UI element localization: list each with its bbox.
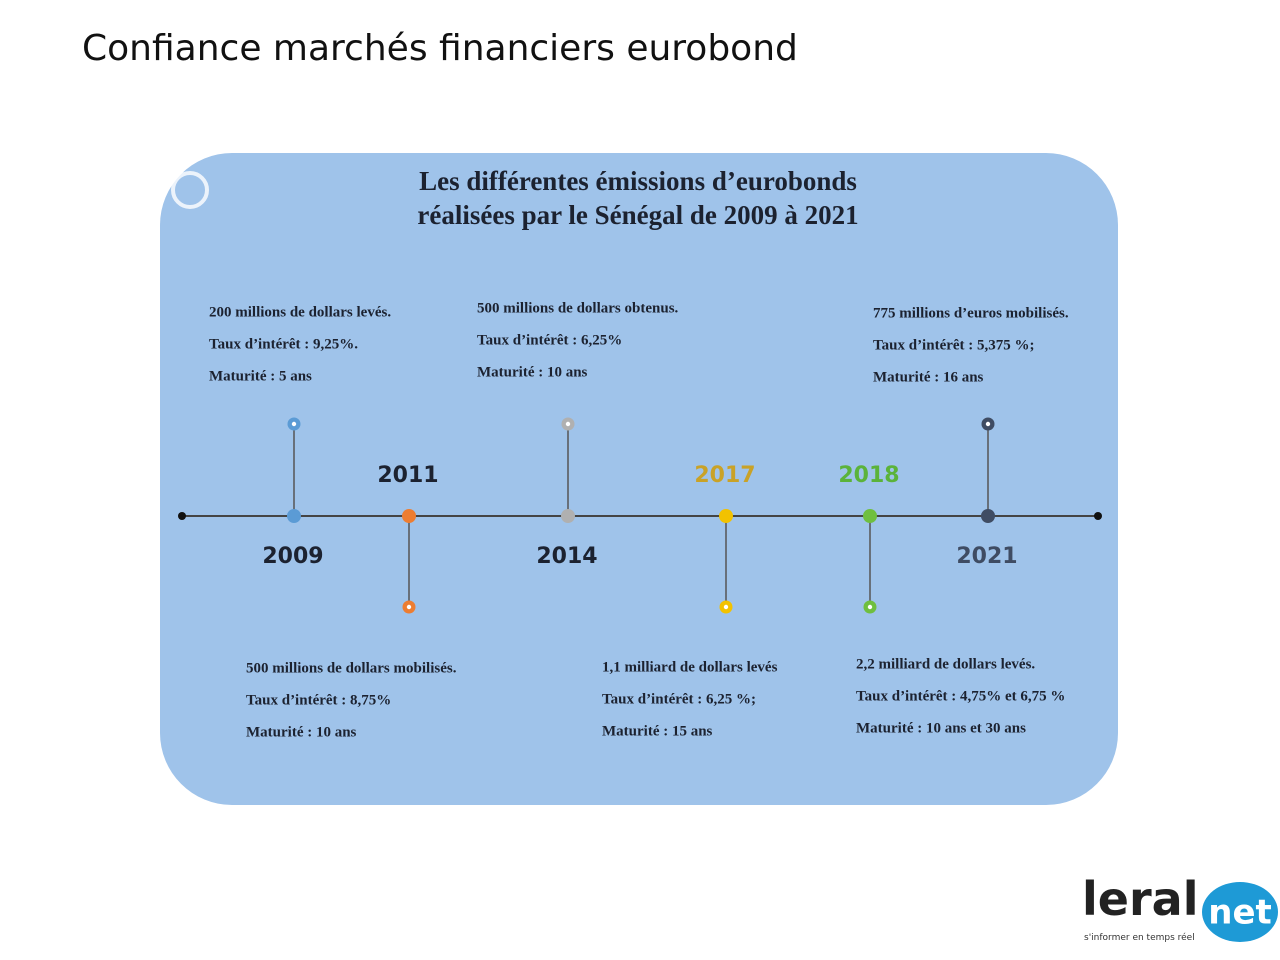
event-text: 500 millions de dollars obtenus. xyxy=(477,300,679,316)
year-label: 2021 xyxy=(956,544,1017,569)
event-text: Taux d’intérêt : 6,25 %; xyxy=(602,691,756,707)
event-text: Maturité : 15 ans xyxy=(602,723,713,739)
end-dot-inner xyxy=(565,421,571,427)
event-text: Maturité : 10 ans xyxy=(246,724,357,740)
timeline-dot xyxy=(402,509,416,523)
event-text: Maturité : 10 ans xyxy=(477,364,588,380)
end-dot-inner xyxy=(723,604,729,610)
event-text: Taux d’intérêt : 9,25%. xyxy=(209,336,358,352)
timeline-dot xyxy=(287,509,301,523)
event-text: 2,2 milliard de dollars levés. xyxy=(856,656,1035,672)
logo-name: leral xyxy=(1082,872,1198,926)
timeline-dot xyxy=(719,509,733,523)
event-text: Taux d’intérêt : 6,25% xyxy=(477,332,622,348)
end-dot-inner xyxy=(985,421,991,427)
event-text: Taux d’intérêt : 8,75% xyxy=(246,692,391,708)
axis-end xyxy=(1094,512,1102,520)
timeline-dot xyxy=(981,509,995,523)
slide-title: Confiance marchés financiers eurobond xyxy=(82,28,798,69)
year-label: 2014 xyxy=(536,544,597,569)
event-text: 200 millions de dollars levés. xyxy=(209,304,391,320)
logo-name: net xyxy=(1208,893,1272,933)
year-label: 2009 xyxy=(262,544,323,569)
event-text: Taux d’intérêt : 4,75% et 6,75 % xyxy=(856,688,1065,704)
event-text: 1,1 milliard de dollars levés xyxy=(602,659,778,675)
event-text: 775 millions d’euros mobilisés. xyxy=(873,305,1069,321)
decor-circle xyxy=(171,171,209,209)
infographic-title: réalisées par le Sénégal de 2009 à 2021 xyxy=(417,200,858,230)
end-dot-inner xyxy=(291,421,297,427)
event-text: Maturité : 5 ans xyxy=(209,368,312,384)
year-label: 2011 xyxy=(377,463,438,488)
logo-tagline: s'informer en temps réel xyxy=(1084,932,1195,943)
infographic-title: Les différentes émissions d’eurobonds xyxy=(419,166,857,196)
event-text: 500 millions de dollars mobilisés. xyxy=(246,660,457,676)
timeline-dot xyxy=(863,509,877,523)
axis-end xyxy=(178,512,186,520)
event-text: Taux d’intérêt : 5,375 %; xyxy=(873,337,1035,353)
end-dot-inner xyxy=(406,604,412,610)
logo: leral net s'informer en temps réel xyxy=(1082,872,1278,943)
event-text: Maturité : 10 ans et 30 ans xyxy=(856,720,1026,736)
end-dot-inner xyxy=(867,604,873,610)
timeline-dot xyxy=(561,509,575,523)
logo-bubble xyxy=(1202,882,1278,942)
year-label: 2018 xyxy=(838,463,899,488)
year-label: 2017 xyxy=(694,463,755,488)
event-text: Maturité : 16 ans xyxy=(873,369,984,385)
infographic-card xyxy=(160,153,1118,805)
